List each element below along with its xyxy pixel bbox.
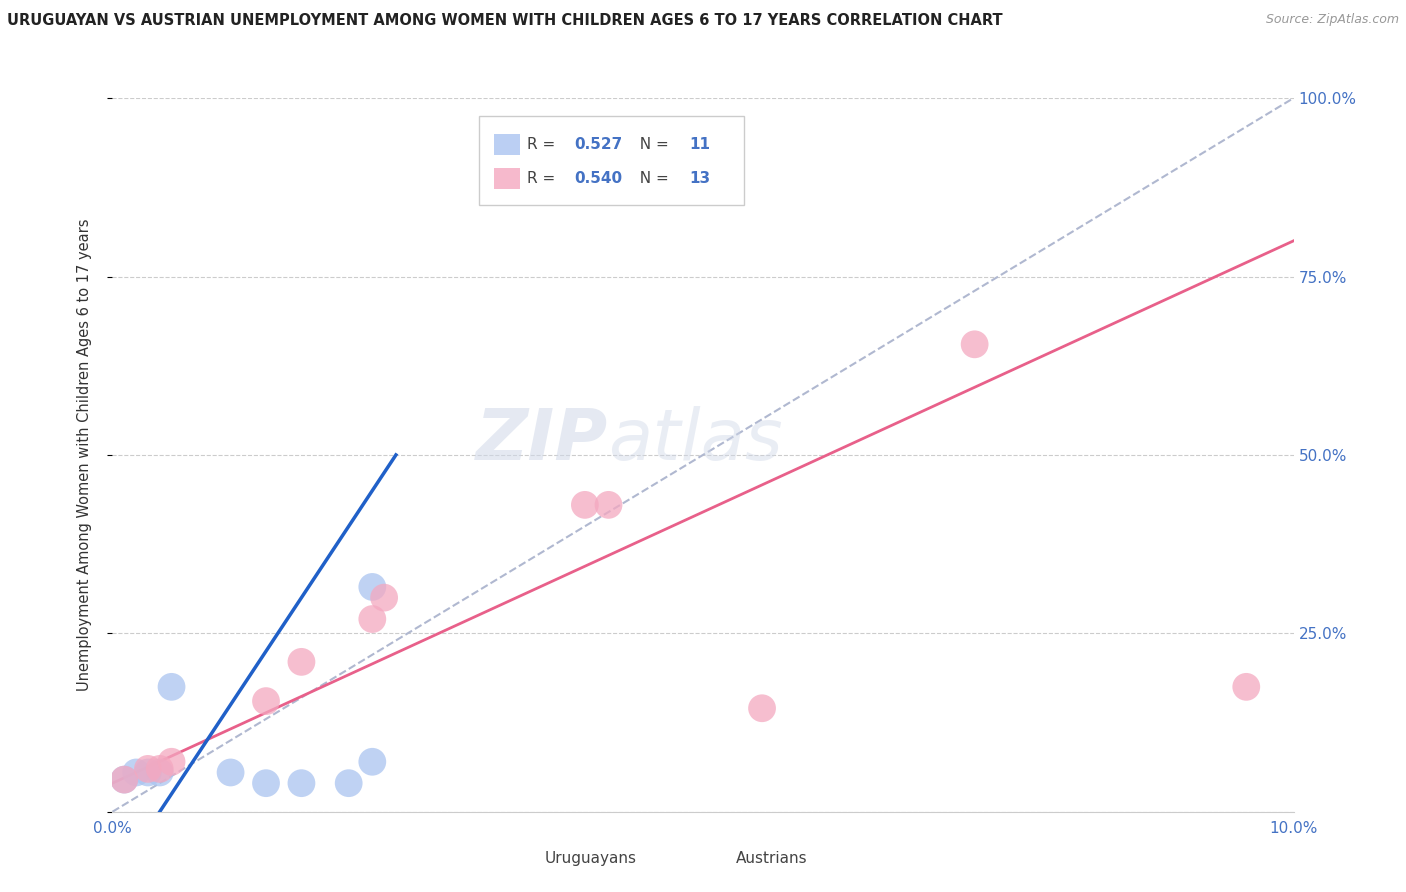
- Point: [574, 498, 596, 512]
- Point: [125, 765, 148, 780]
- Point: [598, 498, 620, 512]
- Point: [361, 612, 384, 626]
- Point: [361, 755, 384, 769]
- FancyBboxPatch shape: [703, 849, 728, 869]
- Text: ZIP: ZIP: [477, 406, 609, 475]
- Point: [149, 762, 172, 776]
- Point: [254, 694, 277, 708]
- Point: [290, 776, 312, 790]
- Text: 11: 11: [689, 137, 710, 152]
- Point: [751, 701, 773, 715]
- Point: [254, 776, 277, 790]
- Point: [963, 337, 986, 351]
- FancyBboxPatch shape: [512, 849, 537, 869]
- Point: [361, 580, 384, 594]
- Y-axis label: Unemployment Among Women with Children Ages 6 to 17 years: Unemployment Among Women with Children A…: [77, 219, 91, 691]
- Text: Austrians: Austrians: [737, 851, 807, 866]
- Text: N =: N =: [630, 171, 673, 186]
- Point: [112, 772, 135, 787]
- Point: [219, 765, 242, 780]
- Text: 13: 13: [689, 171, 710, 186]
- FancyBboxPatch shape: [478, 116, 744, 205]
- Text: R =: R =: [527, 171, 560, 186]
- Text: R =: R =: [527, 137, 560, 152]
- Point: [337, 776, 360, 790]
- FancyBboxPatch shape: [494, 168, 520, 189]
- FancyBboxPatch shape: [494, 134, 520, 155]
- Point: [149, 765, 172, 780]
- Text: 0.527: 0.527: [574, 137, 623, 152]
- Point: [1234, 680, 1257, 694]
- Point: [136, 765, 159, 780]
- Text: atlas: atlas: [609, 406, 783, 475]
- Point: [136, 762, 159, 776]
- Point: [290, 655, 312, 669]
- Text: URUGUAYAN VS AUSTRIAN UNEMPLOYMENT AMONG WOMEN WITH CHILDREN AGES 6 TO 17 YEARS : URUGUAYAN VS AUSTRIAN UNEMPLOYMENT AMONG…: [7, 13, 1002, 29]
- Point: [373, 591, 395, 605]
- Text: 0.540: 0.540: [574, 171, 623, 186]
- Text: N =: N =: [630, 137, 673, 152]
- Text: Source: ZipAtlas.com: Source: ZipAtlas.com: [1265, 13, 1399, 27]
- Point: [160, 680, 183, 694]
- Point: [112, 772, 135, 787]
- Point: [160, 755, 183, 769]
- Text: Uruguayans: Uruguayans: [544, 851, 637, 866]
